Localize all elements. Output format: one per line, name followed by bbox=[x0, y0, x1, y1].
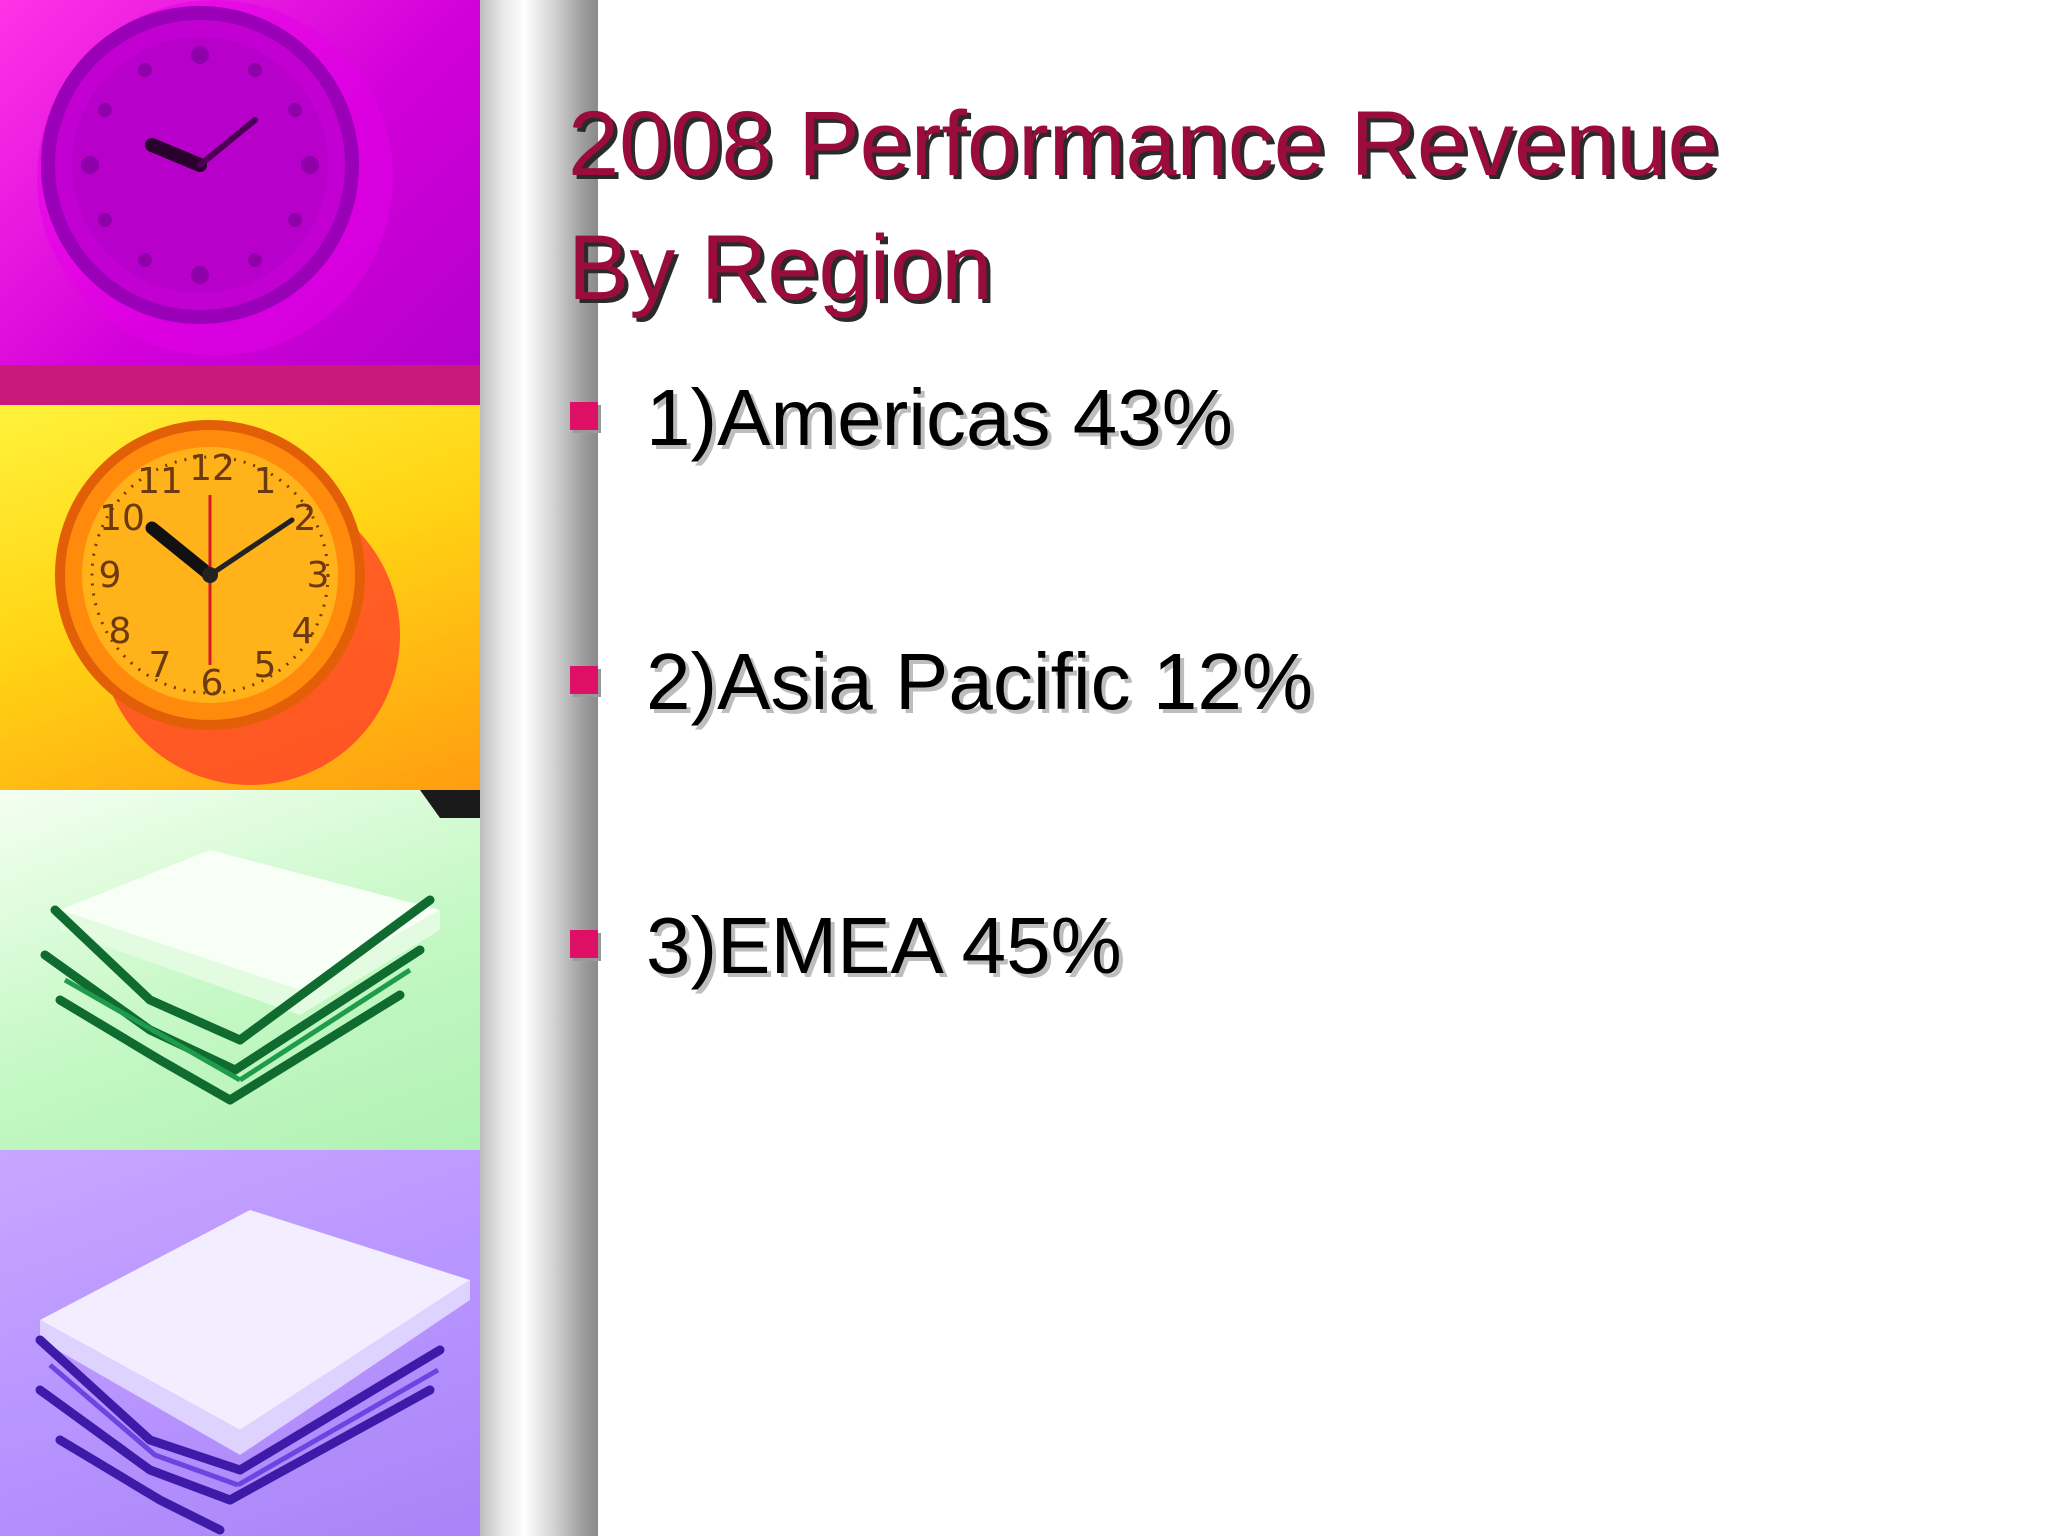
green-papers-panel bbox=[0, 790, 480, 1150]
svg-text:2: 2 bbox=[294, 498, 317, 539]
svg-text:9: 9 bbox=[99, 555, 122, 596]
paper-stack-icon bbox=[35, 1210, 470, 1535]
violet-papers-panel bbox=[0, 1150, 480, 1536]
svg-text:4: 4 bbox=[292, 611, 315, 652]
svg-text:10: 10 bbox=[99, 498, 145, 539]
square-bullet-icon bbox=[570, 666, 598, 694]
square-bullet-icon bbox=[570, 930, 598, 958]
svg-text:3: 3 bbox=[307, 555, 330, 596]
paper-stack-icon bbox=[40, 790, 480, 1105]
bullet-text: 1)Americas 43% bbox=[646, 373, 1233, 462]
magenta-band bbox=[0, 365, 480, 405]
bullet-text: 3)EMEA 45% bbox=[646, 901, 1122, 990]
bullet-list: 1)Americas 43% 2)Asia Pacific 12% 3)EMEA… bbox=[570, 372, 1970, 1164]
magenta-clock-panel bbox=[0, 0, 480, 405]
svg-text:11: 11 bbox=[137, 461, 183, 502]
wall-clock-icon bbox=[37, 0, 393, 356]
svg-text:6: 6 bbox=[201, 663, 224, 704]
svg-text:1: 1 bbox=[254, 461, 277, 502]
svg-text:12: 12 bbox=[189, 448, 235, 489]
svg-text:5: 5 bbox=[254, 645, 277, 686]
slide-title: 2008 Performance Revenue By Region bbox=[568, 93, 1719, 319]
gradient-divider-bar bbox=[480, 0, 598, 1536]
svg-text:7: 7 bbox=[149, 645, 172, 686]
bullet-item-americas: 1)Americas 43% bbox=[570, 372, 1970, 636]
bullet-item-asia-pacific: 2)Asia Pacific 12% bbox=[570, 636, 1970, 900]
svg-text:8: 8 bbox=[109, 611, 132, 652]
square-bullet-icon bbox=[570, 402, 598, 430]
bullet-text: 2)Asia Pacific 12% bbox=[646, 637, 1313, 726]
bullet-item-emea: 3)EMEA 45% bbox=[570, 900, 1970, 1164]
